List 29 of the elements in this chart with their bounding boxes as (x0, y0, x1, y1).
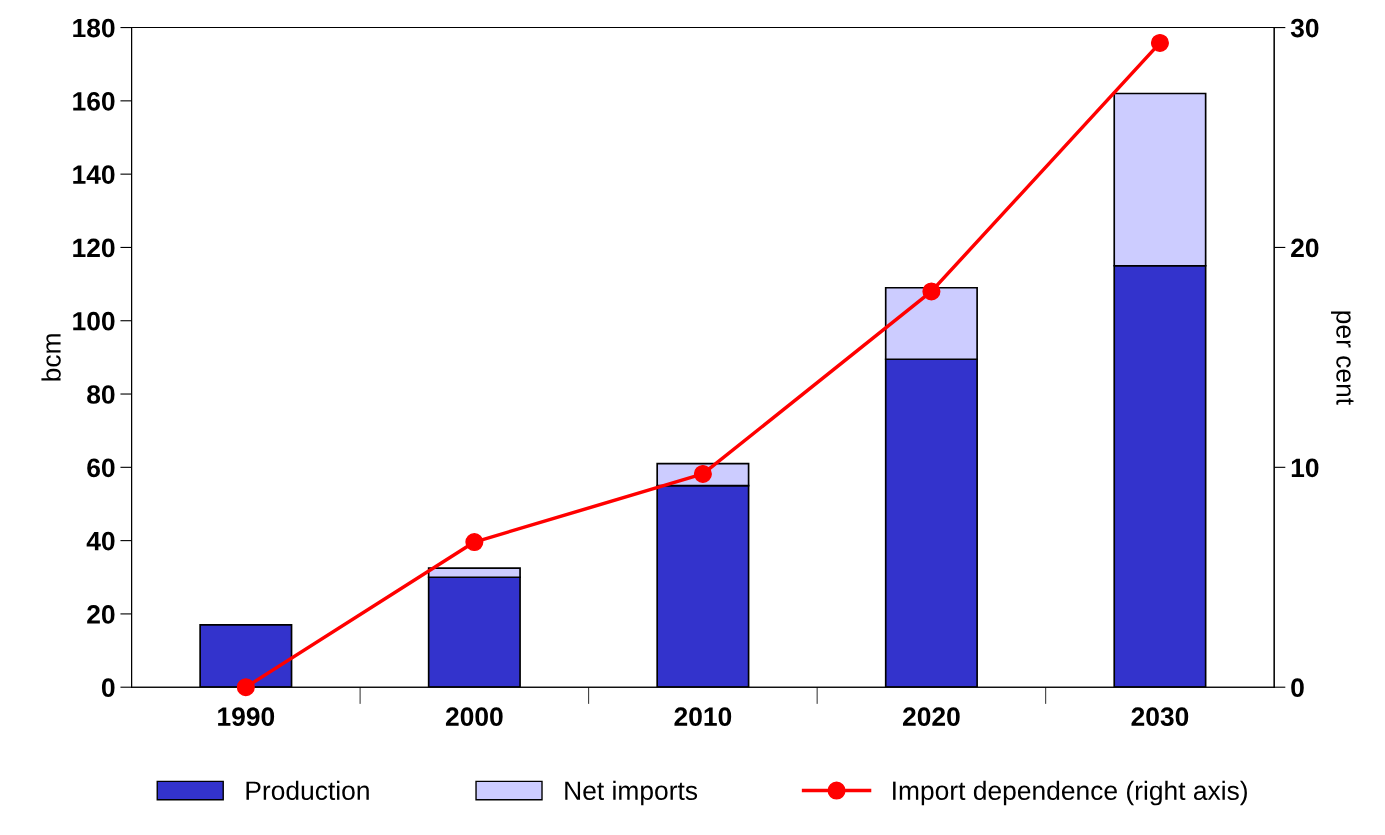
x-tick-label: 1990 (218, 707, 275, 727)
y-tick-label: 40 (86, 531, 115, 551)
y-tick-label: 80 (87, 385, 115, 404)
y2-tick-label: 20 (1291, 238, 1319, 258)
y-tick-label: 160 (73, 91, 115, 111)
y-tick-label: 60 (87, 458, 115, 478)
y2-tick-label: 0 (1291, 678, 1304, 698)
x-tick-label: 2020 (902, 707, 960, 727)
y-tick-label: 120 (73, 238, 115, 258)
point (693, 464, 712, 483)
y-tick-label: 180 (73, 18, 115, 38)
y2-tick-label: 10 (1291, 458, 1319, 478)
y-tick-label: 100 (73, 311, 115, 331)
x-tick-label: 2000 (445, 707, 503, 727)
x-tick-label: 2030 (1131, 707, 1189, 727)
y2-tick-label: 30 (1290, 18, 1319, 38)
point (465, 533, 484, 552)
legend-label: Net imports (565, 780, 698, 806)
y-tick-label: 20 (87, 605, 115, 624)
point (1150, 33, 1169, 52)
legend-label: Import dependence (right axis) (893, 780, 1247, 806)
y-axis-title: bcm (41, 334, 61, 381)
point (236, 678, 255, 697)
x-tick-label: 2010 (674, 707, 732, 727)
point (922, 282, 941, 301)
legend-label: Production (246, 780, 369, 801)
y-tick-label: 140 (73, 165, 115, 184)
y-tick-label: 0 (101, 678, 115, 698)
y2-axis-title: per cent (1331, 311, 1354, 405)
